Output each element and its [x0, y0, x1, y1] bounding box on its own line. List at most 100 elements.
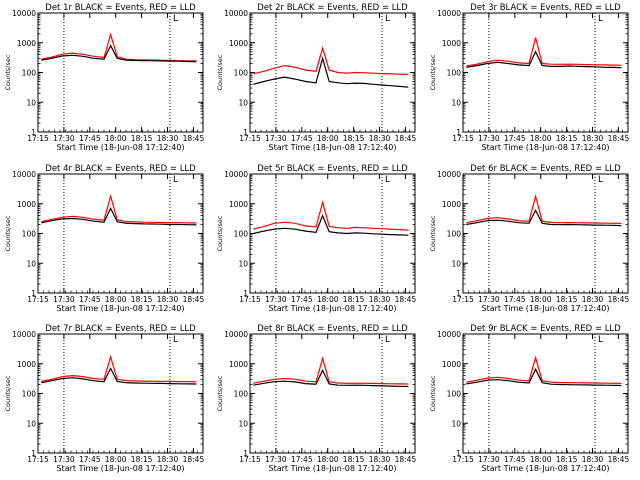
x-tick-label: 17:30 [265, 295, 287, 304]
plot-frame [249, 333, 416, 454]
flag-label: L [385, 14, 390, 24]
panel-title: Det 1r BLACK = Events, RED = LLD [45, 3, 196, 13]
y-tick-label: 10000 [437, 330, 461, 339]
flag-label: L [385, 335, 390, 345]
x-tick-label: 18:00 [105, 295, 127, 304]
x-axis-label: Start Time (18-Jun-08 17:12:40) [482, 304, 610, 313]
y-tick-label: 1 [456, 449, 461, 458]
panel-title: Det 6r BLACK = Events, RED = LLD [470, 164, 621, 174]
x-axis-label: Start Time (18-Jun-08 17:12:40) [269, 143, 397, 152]
x-tick-label: 18:30 [157, 134, 179, 143]
panel-title: Det 3r BLACK = Events, RED = LLD [470, 3, 621, 13]
series-lld-line [466, 355, 622, 384]
y-tick-label: 10000 [12, 9, 36, 18]
x-tick-label: 18:15 [343, 134, 365, 143]
x-tick-label: 18:00 [105, 455, 127, 464]
x-tick-label: 18:30 [582, 134, 604, 143]
x-tick-label: 18:15 [131, 295, 153, 304]
flag-label: L [598, 14, 603, 24]
y-tick-label: 10 [238, 98, 248, 107]
x-tick-label: 18:45 [395, 455, 417, 464]
x-tick-label: 18:15 [131, 134, 153, 143]
y-tick-label: 10 [238, 419, 248, 428]
y-tick-label: 10000 [224, 330, 248, 339]
x-axis-label: Start Time (18-Jun-08 17:12:40) [482, 464, 610, 473]
x-tick-label: 18:30 [369, 134, 391, 143]
panel-title: Det 9r BLACK = Events, RED = LLD [470, 324, 621, 334]
flag-label: L [173, 14, 178, 24]
y-tick-label: 1 [31, 289, 36, 298]
x-tick-label: 17:30 [265, 455, 287, 464]
series-lld-line [41, 354, 197, 383]
x-tick-label: 17:15 [27, 295, 49, 304]
x-tick-label: 17:15 [27, 134, 49, 143]
y-axis-label: Counts/sec [429, 215, 437, 251]
panel-title: Det 8r BLACK = Events, RED = LLD [257, 324, 408, 334]
x-tick-label: 18:00 [530, 455, 552, 464]
x-tick-label: 17:45 [79, 295, 101, 304]
x-tick-label: 17:30 [265, 134, 287, 143]
y-tick-label: 100 [447, 230, 462, 239]
x-tick-label: 18:00 [530, 134, 552, 143]
x-tick-label: 17:15 [452, 295, 474, 304]
plot-frame [462, 12, 629, 133]
y-axis-label: Counts/sec [4, 375, 12, 411]
x-tick-label: 17:30 [53, 134, 75, 143]
y-tick-label: 100 [447, 69, 462, 78]
x-tick-label: 18:15 [556, 295, 578, 304]
x-tick-label: 18:00 [105, 134, 127, 143]
y-tick-label: 1000 [17, 200, 36, 209]
panel-title: Det 5r BLACK = Events, RED = LLD [257, 164, 408, 174]
series-events-line [41, 44, 197, 63]
plot-frame [37, 173, 204, 294]
y-axis-label: Counts/sec [216, 54, 224, 90]
plot-frame [462, 333, 629, 454]
panel-title: Det 7r BLACK = Events, RED = LLD [45, 324, 196, 334]
y-tick-label: 100 [234, 390, 249, 399]
y-tick-label: 1000 [17, 360, 36, 369]
y-tick-label: 10 [26, 259, 36, 268]
x-tick-label: 18:30 [369, 455, 391, 464]
panel-title: Det 2r BLACK = Events, RED = LLD [257, 3, 408, 13]
x-tick-label: 17:30 [478, 134, 500, 143]
detector-panel: Det 5r BLACK = Events, RED = LLD 1 10 100 10… [216, 164, 416, 313]
y-tick-label: 1000 [442, 360, 461, 369]
y-tick-label: 10000 [12, 330, 36, 339]
y-tick-label: 100 [447, 390, 462, 399]
x-tick-label: 18:00 [317, 134, 339, 143]
y-tick-label: 1000 [229, 39, 248, 48]
x-tick-label: 17:30 [53, 295, 75, 304]
y-tick-label: 1000 [229, 200, 248, 209]
x-axis-label: Start Time (18-Jun-08 17:12:40) [57, 464, 185, 473]
y-tick-label: 1 [243, 449, 248, 458]
y-axis-label: Counts/sec [4, 54, 12, 90]
y-tick-label: 10 [451, 259, 461, 268]
x-tick-label: 17:30 [478, 295, 500, 304]
flag-label: L [173, 175, 178, 185]
x-tick-label: 18:00 [317, 295, 339, 304]
x-tick-label: 17:45 [291, 455, 313, 464]
x-tick-label: 17:15 [239, 455, 261, 464]
y-tick-label: 100 [22, 69, 37, 78]
y-axis-label: Counts/sec [429, 375, 437, 411]
x-tick-label: 18:45 [395, 295, 417, 304]
x-axis-label: Start Time (18-Jun-08 17:12:40) [57, 304, 185, 313]
detector-panel: Det 7r BLACK = Events, RED = LLD 1 10 100 10… [4, 324, 204, 473]
x-tick-label: 18:00 [530, 295, 552, 304]
x-tick-label: 17:15 [239, 134, 261, 143]
y-tick-label: 10 [451, 98, 461, 107]
detector-panel: Det 1r BLACK = Events, RED = LLD 1 10 100 10… [4, 3, 204, 152]
detector-panel: Det 2r BLACK = Events, RED = LLD 1 10 100 10… [216, 3, 416, 152]
x-tick-label: 17:45 [504, 295, 526, 304]
x-axis-label: Start Time (18-Jun-08 17:12:40) [269, 464, 397, 473]
series-lld-line [253, 356, 409, 385]
x-tick-label: 18:30 [157, 455, 179, 464]
x-tick-label: 17:15 [452, 455, 474, 464]
y-tick-label: 10000 [437, 170, 461, 179]
series-lld-line [253, 200, 409, 231]
y-tick-label: 1 [456, 289, 461, 298]
flag-label: L [173, 335, 178, 345]
y-tick-label: 10 [26, 419, 36, 428]
series-events-line [466, 367, 622, 387]
x-tick-label: 18:30 [369, 295, 391, 304]
